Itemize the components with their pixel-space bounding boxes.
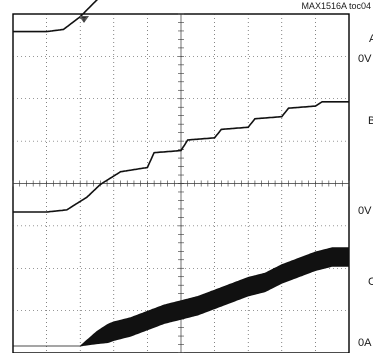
grid [12, 13, 350, 353]
channel-b-label: B [368, 115, 373, 127]
channel-a-label: A [369, 33, 373, 45]
channel-c-ground: 0A [358, 337, 372, 349]
channel-c-label: C [368, 276, 373, 288]
svg-text:T: T [82, 17, 87, 24]
channel-b-ground: 0V [358, 205, 372, 217]
trigger-marker: T [79, 16, 89, 24]
figure-id: MAX1516A toc04 [301, 1, 371, 11]
trace-channel-c [13, 247, 350, 347]
trace-channel-a [13, 0, 99, 33]
channel-a-ground: 0V [358, 53, 372, 65]
traces [13, 0, 350, 347]
trace-channel-b [13, 101, 349, 213]
